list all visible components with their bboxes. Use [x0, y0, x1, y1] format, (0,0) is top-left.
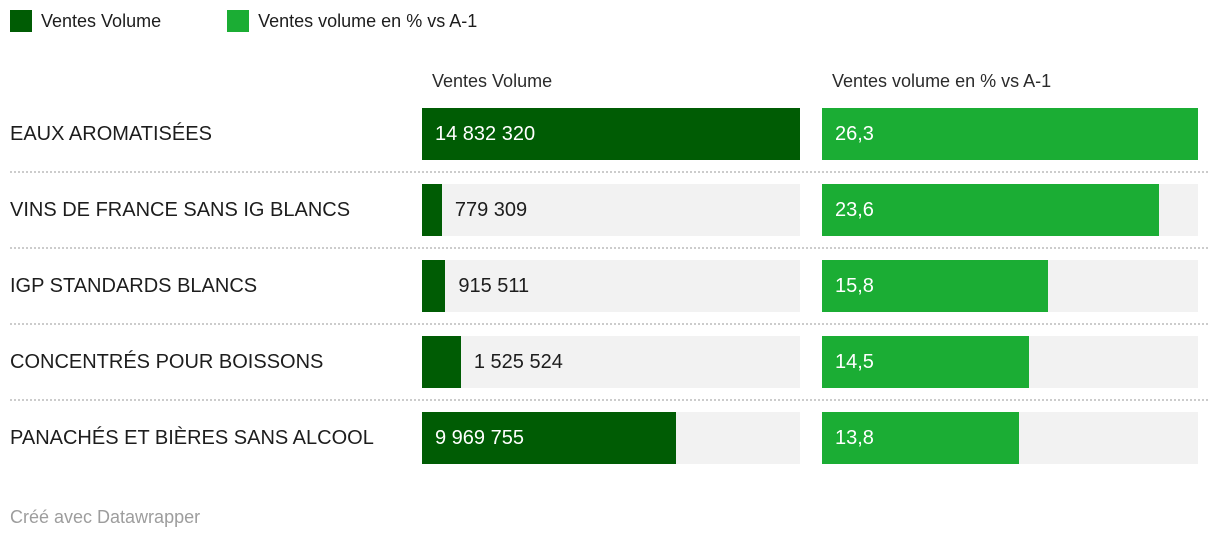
datawrapper-credit-link[interactable]: Créé avec Datawrapper	[10, 507, 201, 527]
column-headers: Ventes Volume Ventes volume en % vs A-1	[0, 71, 1220, 93]
volume-bar-track: 915 511	[422, 260, 800, 312]
volume-bar-track: 779 309	[422, 184, 800, 236]
volume-bar	[422, 336, 461, 388]
pct-bar-track: 14,5	[822, 336, 1198, 388]
pct-bar	[822, 412, 1020, 464]
pct-value: 13,8	[835, 427, 874, 449]
legend: Ventes Volume Ventes volume en % vs A-1	[10, 10, 477, 32]
pct-bar	[822, 260, 1048, 312]
volume-value: 779 309	[454, 199, 528, 221]
table-row: VINS DE FRANCE SANS IG BLANCS 779 309 23…	[0, 184, 1220, 236]
row-separator	[10, 171, 1208, 173]
pct-value: 14,5	[835, 351, 874, 373]
volume-value: 9 969 755	[435, 427, 524, 449]
legend-swatch-light-green	[227, 10, 250, 32]
volume-value: 14 832 320	[435, 123, 536, 145]
pct-bar-track: 23,6	[822, 184, 1198, 236]
category-label: PANACHÉS ET BIÈRES SANS ALCOOL	[10, 427, 374, 449]
pct-value: 15,8	[835, 275, 874, 297]
column-header-pct-vs-a1: Ventes volume en % vs A-1	[832, 71, 1052, 91]
volume-bar	[422, 412, 677, 464]
pct-bar-track: 15,8	[822, 260, 1198, 312]
volume-bar-track: 14 832 320	[422, 108, 800, 160]
category-label: CONCENTRÉS POUR BOISSONS	[10, 351, 324, 373]
row-separator	[10, 247, 1208, 249]
volume-bar	[422, 108, 800, 160]
category-label: IGP STANDARDS BLANCS	[10, 275, 258, 297]
column-header-ventes-volume: Ventes Volume	[432, 71, 553, 91]
table-row: EAUX AROMATISÉES 14 832 320 26,3	[0, 108, 1220, 160]
legend-item-label: Ventes volume en % vs A-1	[258, 10, 478, 31]
volume-bar-track: 9 969 755	[422, 412, 800, 464]
legend-item-pct-vs-a1: Ventes volume en % vs A-1	[227, 10, 477, 32]
table-row: CONCENTRÉS POUR BOISSONS 1 525 524 14,5	[0, 336, 1220, 388]
volume-bar	[422, 260, 446, 312]
category-label: EAUX AROMATISÉES	[10, 123, 212, 145]
pct-bar	[822, 336, 1030, 388]
table-row: IGP STANDARDS BLANCS 915 511 15,8	[0, 260, 1220, 312]
pct-bar-track: 13,8	[822, 412, 1198, 464]
pct-bar	[822, 108, 1198, 160]
volume-value: 915 511	[458, 275, 530, 297]
volume-value: 1 525 524	[473, 351, 563, 373]
row-separator	[10, 323, 1208, 325]
bar-chart: EAUX AROMATISÉES 14 832 320 26,3 VINS DE…	[0, 108, 1220, 464]
legend-item-ventes-volume: Ventes Volume	[10, 10, 161, 32]
row-separator	[10, 399, 1208, 401]
legend-swatch-dark-green	[10, 10, 32, 32]
volume-bar-track: 1 525 524	[422, 336, 800, 388]
pct-value: 26,3	[835, 123, 874, 145]
pct-value: 23,6	[835, 199, 874, 221]
category-label: VINS DE FRANCE SANS IG BLANCS	[10, 199, 351, 221]
legend-item-label: Ventes Volume	[41, 10, 162, 31]
pct-bar-track: 26,3	[822, 108, 1198, 160]
pct-bar	[822, 184, 1160, 236]
table-row: PANACHÉS ET BIÈRES SANS ALCOOL 9 969 755…	[0, 412, 1220, 464]
volume-bar	[422, 184, 442, 236]
